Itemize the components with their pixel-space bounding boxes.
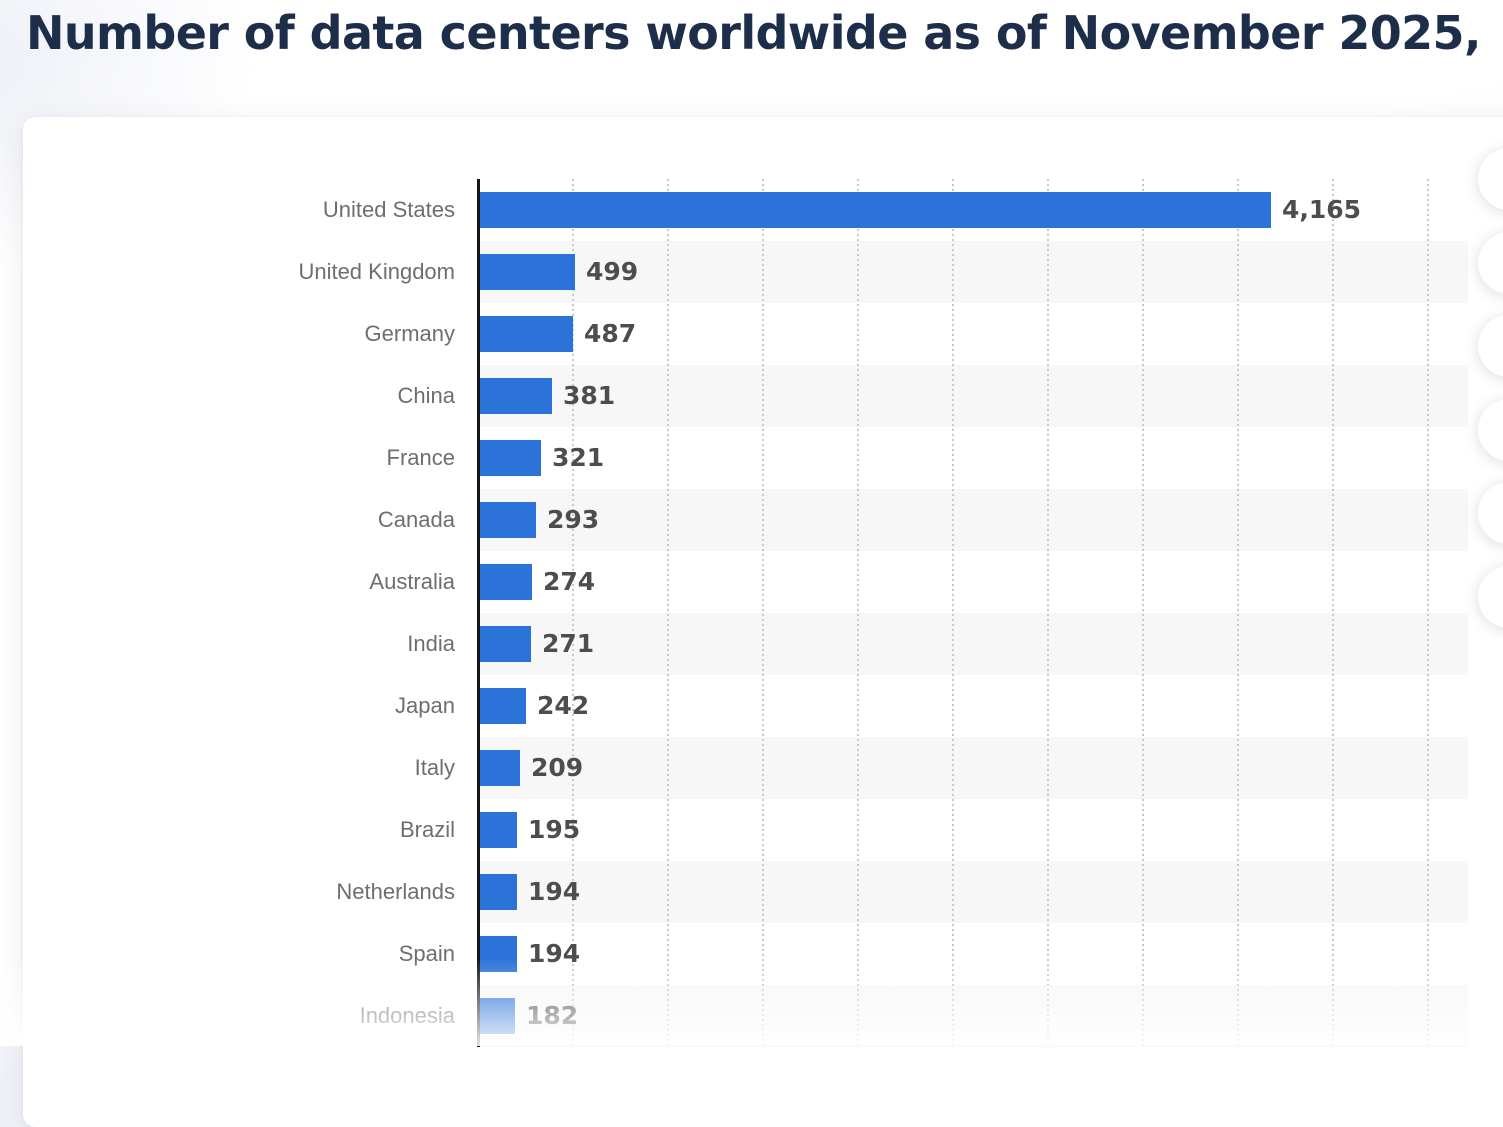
value-label-canada: 293	[547, 505, 600, 534]
gridline	[857, 179, 859, 1047]
category-label-japan: Japan	[395, 693, 455, 718]
value-label-united-states: 4,165	[1282, 195, 1362, 224]
bar-spain[interactable]	[480, 936, 517, 972]
gridline	[1142, 179, 1144, 1047]
bar-india[interactable]	[480, 626, 531, 662]
bar-united-kingdom[interactable]	[480, 254, 575, 290]
page: { "page": { "title": "Number of data cen…	[0, 0, 1503, 1047]
gridline	[667, 179, 669, 1047]
value-label-brazil: 195	[528, 815, 581, 844]
page-title: Number of data centers worldwide as of N…	[26, 6, 1481, 60]
value-label-spain: 194	[528, 939, 581, 968]
category-label-china: China	[397, 383, 455, 408]
row-stripe	[477, 861, 1468, 923]
category-label-canada: Canada	[377, 507, 455, 532]
row-stripe	[477, 613, 1468, 675]
category-label-italy: Italy	[414, 755, 455, 780]
category-label-australia: Australia	[369, 569, 455, 594]
category-label-united-kingdom: United Kingdom	[298, 259, 455, 284]
bar-indonesia[interactable]	[480, 998, 515, 1034]
bar-chart-plot-area: United States 4,165 United Kingdom 499 Germa…	[23, 117, 1503, 1127]
category-label-united-states: United States	[322, 197, 455, 222]
gridline	[1237, 179, 1239, 1047]
bar-united-states[interactable]	[480, 192, 1271, 228]
row-stripe	[477, 985, 1468, 1047]
bar-netherlands[interactable]	[480, 874, 517, 910]
gridline	[952, 179, 954, 1047]
category-label-germany: Germany	[364, 321, 455, 346]
value-label-france: 321	[552, 443, 605, 472]
gridline	[762, 179, 764, 1047]
value-label-germany: 487	[584, 319, 637, 348]
category-label-indonesia: Indonesia	[359, 1003, 455, 1028]
row-stripe	[477, 365, 1468, 427]
value-label-india: 271	[542, 629, 595, 658]
row-stripe	[477, 489, 1468, 551]
value-label-netherlands: 194	[528, 877, 581, 906]
bar-australia[interactable]	[480, 564, 532, 600]
y-axis-line	[477, 179, 480, 1047]
row-stripe	[477, 241, 1468, 303]
category-label-netherlands: Netherlands	[336, 879, 455, 904]
category-label-brazil: Brazil	[399, 817, 455, 842]
bar-brazil[interactable]	[480, 812, 517, 848]
value-label-indonesia: 182	[526, 1001, 579, 1030]
bar-germany[interactable]	[480, 316, 573, 352]
value-label-italy: 209	[531, 753, 584, 782]
gridline	[1047, 179, 1049, 1047]
gridline	[1427, 179, 1429, 1047]
bar-france[interactable]	[480, 440, 541, 476]
category-label-spain: Spain	[398, 941, 455, 966]
bar-china[interactable]	[480, 378, 552, 414]
row-stripe	[477, 737, 1468, 799]
bar-japan[interactable]	[480, 688, 526, 724]
value-label-australia: 274	[543, 567, 596, 596]
bar-canada[interactable]	[480, 502, 536, 538]
bar-italy[interactable]	[480, 750, 520, 786]
value-label-china: 381	[563, 381, 616, 410]
value-label-united-kingdom: 499	[586, 257, 639, 286]
gridline	[1332, 179, 1334, 1047]
category-label-france: France	[386, 445, 455, 470]
value-label-japan: 242	[537, 691, 590, 720]
category-label-india: India	[407, 631, 455, 656]
gridline	[572, 179, 574, 1047]
chart-card: United States 4,165 United Kingdom 499 Germa…	[23, 117, 1503, 1127]
